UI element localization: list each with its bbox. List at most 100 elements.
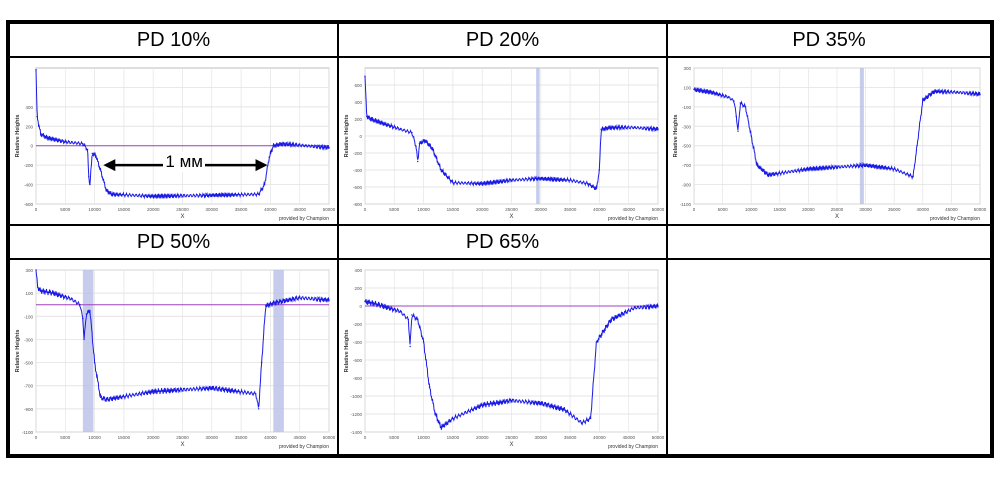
y-tick-label: 300 bbox=[25, 268, 33, 273]
x-axis-label: X bbox=[509, 442, 513, 448]
data-point bbox=[581, 422, 583, 424]
x-tick-label: 45000 bbox=[945, 207, 958, 212]
empty-header-cell bbox=[668, 226, 990, 260]
y-tick-label: 400 bbox=[25, 105, 33, 110]
y-tick-label: 400 bbox=[354, 268, 362, 273]
data-point bbox=[91, 152, 93, 155]
data-point bbox=[733, 100, 735, 102]
highlight-band bbox=[273, 270, 284, 432]
y-tick-label: 0 bbox=[359, 304, 362, 309]
data-point bbox=[912, 176, 914, 178]
highlight-band bbox=[536, 68, 540, 204]
data-point bbox=[35, 269, 37, 271]
data-point bbox=[598, 169, 601, 171]
data-point bbox=[956, 91, 958, 93]
data-point bbox=[422, 341, 425, 343]
chart-panel-pd20: -800 -600 -400 -200 0 200 400 600 0 5000 10000 1500… bbox=[339, 58, 668, 226]
y-tick-label: -600 bbox=[353, 358, 363, 363]
x-axis-label: X bbox=[509, 214, 513, 220]
x-tick-label: 40000 bbox=[917, 207, 930, 212]
x-tick-label: 40000 bbox=[264, 435, 277, 440]
series-line-profile bbox=[35, 269, 330, 408]
x-tick-label: 40000 bbox=[264, 207, 277, 212]
data-point bbox=[933, 90, 935, 93]
data-point bbox=[440, 426, 442, 429]
data-point bbox=[381, 122, 384, 124]
x-tick-label: 10000 bbox=[88, 435, 101, 440]
x-tick-label: 50000 bbox=[323, 435, 336, 440]
y-tick-label: 300 bbox=[683, 66, 691, 71]
arrow-head-right bbox=[255, 159, 268, 172]
data-point bbox=[916, 145, 918, 147]
x-tick-label: 20000 bbox=[802, 207, 815, 212]
x-tick-label: 30000 bbox=[535, 435, 548, 440]
data-point bbox=[35, 69, 37, 71]
data-point bbox=[428, 386, 431, 388]
data-point bbox=[452, 417, 454, 420]
data-point bbox=[268, 156, 270, 159]
data-point bbox=[370, 118, 372, 120]
y-tick-label: -300 bbox=[682, 124, 692, 129]
data-point bbox=[610, 126, 612, 129]
x-tick-label: 50000 bbox=[652, 435, 665, 440]
data-point bbox=[89, 183, 91, 186]
data-point bbox=[600, 128, 602, 130]
data-point bbox=[399, 128, 401, 130]
y-tick-label: -200 bbox=[353, 151, 363, 156]
series-line-profile bbox=[693, 86, 981, 181]
y-tick-label: -600 bbox=[353, 185, 363, 190]
y-tick-label: -1200 bbox=[350, 412, 362, 417]
x-tick-label: 5000 bbox=[60, 207, 71, 212]
x-tick-label: 30000 bbox=[206, 207, 219, 212]
data-point bbox=[263, 183, 266, 186]
x-tick-label: 40000 bbox=[593, 435, 606, 440]
credit-text: provided by Champion bbox=[608, 216, 658, 222]
data-point bbox=[739, 102, 742, 104]
data-point bbox=[89, 309, 91, 312]
series-line-profile bbox=[35, 68, 330, 200]
data-point bbox=[864, 164, 867, 166]
data-point bbox=[589, 417, 592, 420]
y-axis-label: Relative Heights bbox=[344, 330, 350, 373]
y-tick-label: -100 bbox=[24, 314, 34, 319]
y-tick-label: -800 bbox=[353, 376, 363, 381]
x-axis-label: X bbox=[180, 214, 184, 220]
x-tick-label: 25000 bbox=[831, 207, 844, 212]
x-axis-label: X bbox=[180, 442, 184, 448]
data-point bbox=[633, 126, 636, 129]
data-point bbox=[657, 128, 659, 130]
x-tick-label: 35000 bbox=[564, 207, 577, 212]
y-tick-label: 400 bbox=[354, 100, 362, 105]
data-point bbox=[64, 141, 66, 143]
data-point bbox=[376, 303, 378, 305]
data-point bbox=[431, 148, 434, 150]
data-point bbox=[366, 115, 368, 118]
data-point bbox=[304, 145, 307, 147]
y-axis-label: Relative Heights bbox=[15, 115, 21, 158]
panel-title: PD 35% bbox=[668, 24, 990, 58]
chart-panel-pd35: -1100 -900 -700 -500 -300 -100 100 300 0 5000 1000… bbox=[668, 58, 990, 226]
panel-title: PD 65% bbox=[339, 226, 668, 260]
credit-text: provided by Champion bbox=[279, 444, 329, 450]
series-line-profile bbox=[364, 75, 659, 191]
data-point bbox=[86, 148, 89, 151]
x-tick-label: 45000 bbox=[293, 435, 306, 440]
y-tick-label: 100 bbox=[683, 85, 691, 90]
y-tick-label: -400 bbox=[24, 183, 34, 188]
x-tick-label: 35000 bbox=[564, 435, 577, 440]
x-axis-label: X bbox=[835, 214, 839, 220]
y-axis-label: Relative Heights bbox=[344, 115, 350, 158]
data-point bbox=[39, 133, 42, 135]
x-tick-label: 20000 bbox=[476, 207, 489, 212]
data-point bbox=[83, 338, 85, 341]
series-line-profile bbox=[364, 299, 659, 430]
data-point bbox=[211, 194, 213, 196]
x-tick-label: 15000 bbox=[118, 207, 131, 212]
x-tick-label: 40000 bbox=[593, 207, 606, 212]
x-tick-label: 30000 bbox=[859, 207, 872, 212]
data-point bbox=[417, 318, 419, 321]
data-point bbox=[399, 310, 401, 313]
data-point bbox=[152, 390, 154, 393]
data-point bbox=[255, 393, 257, 395]
data-point bbox=[257, 408, 260, 410]
